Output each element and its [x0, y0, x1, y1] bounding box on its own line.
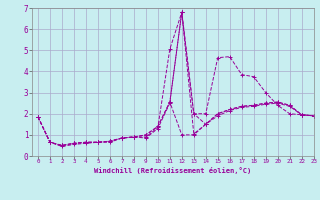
X-axis label: Windchill (Refroidissement éolien,°C): Windchill (Refroidissement éolien,°C) [94, 167, 252, 174]
